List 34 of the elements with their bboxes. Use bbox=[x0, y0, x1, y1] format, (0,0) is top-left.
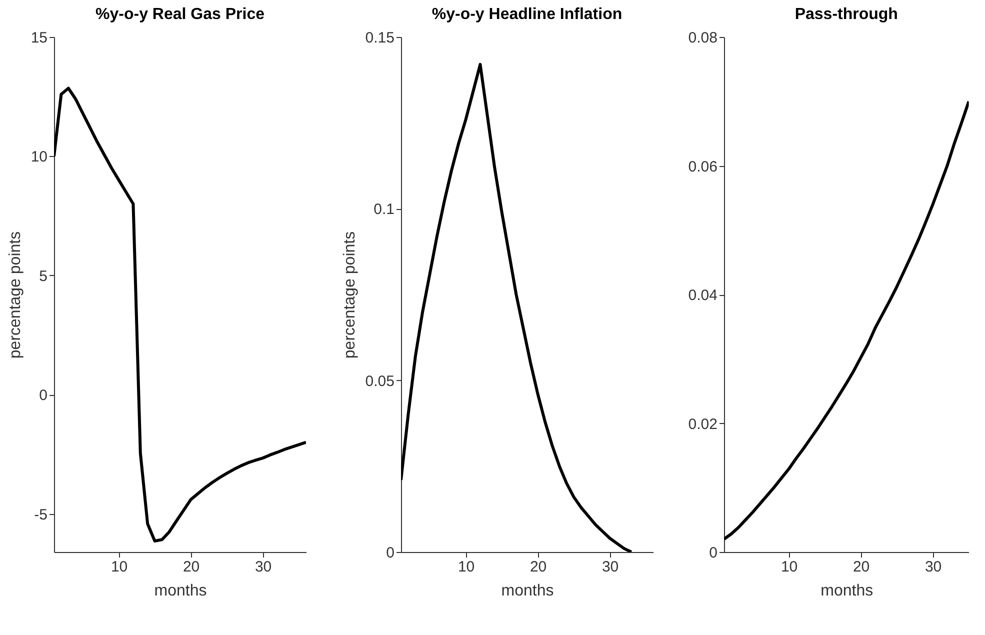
line-series bbox=[401, 62, 633, 552]
chart-title: %y-o-y Headline Inflation bbox=[432, 6, 622, 23]
y-tick-label: 0 bbox=[709, 544, 718, 562]
y-tick-label: 5 bbox=[39, 268, 48, 285]
y-tick-label: 0.05 bbox=[365, 372, 394, 390]
y-tick-label: 0.08 bbox=[688, 30, 718, 46]
y-axis-title: percentage points bbox=[341, 231, 358, 359]
y-tick-label: 0.15 bbox=[365, 30, 394, 46]
y-tick-label: 0.02 bbox=[688, 416, 718, 433]
x-tick-label: 30 bbox=[924, 558, 942, 576]
x-tick-label: 10 bbox=[780, 558, 798, 576]
x-tick-label: 30 bbox=[602, 558, 619, 576]
x-tick-label: 20 bbox=[852, 558, 870, 576]
x-tick-label: 10 bbox=[110, 558, 128, 576]
y-tick-label: 15 bbox=[30, 30, 48, 46]
x-axis-title: months bbox=[501, 582, 554, 600]
chart-title: Pass-through bbox=[794, 6, 898, 23]
y-tick-label: 0 bbox=[39, 387, 48, 404]
x-tick-label: 30 bbox=[254, 558, 272, 576]
x-tick-label: 20 bbox=[182, 558, 200, 576]
y-tick-label: 10 bbox=[30, 148, 48, 166]
x-axis-title: months bbox=[820, 582, 874, 600]
x-tick-label: 10 bbox=[458, 558, 475, 576]
x-tick-label: 20 bbox=[530, 558, 547, 576]
y-tick-label: 0.06 bbox=[688, 158, 718, 176]
chart-title: %y-o-y Real Gas Price bbox=[96, 6, 265, 23]
line-series bbox=[724, 100, 969, 541]
y-tick-label: 0.1 bbox=[374, 201, 394, 218]
y-tick-label: 0.04 bbox=[688, 287, 718, 304]
y-tick-label: 0 bbox=[386, 544, 394, 562]
y-tick-label: -5 bbox=[34, 506, 48, 524]
x-axis-title: months bbox=[154, 582, 207, 600]
line-series bbox=[54, 86, 306, 543]
y-axis-title: percentage points bbox=[6, 231, 24, 359]
